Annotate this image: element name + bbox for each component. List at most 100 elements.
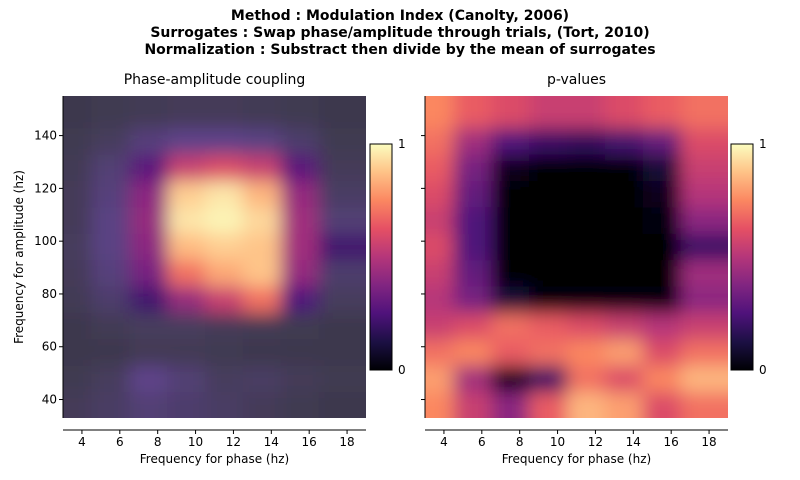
heatmap-cell <box>205 338 244 366</box>
heatmap-cell <box>642 127 682 155</box>
heatmap-cell <box>491 180 530 208</box>
heatmap-cell <box>453 365 492 393</box>
heatmap-cell <box>680 233 728 261</box>
heatmap-cell <box>680 127 728 155</box>
heatmap-cell <box>680 338 728 366</box>
figure-title-line-3: Normalization : Substract then divide by… <box>144 42 656 58</box>
heatmap-cell <box>280 96 320 129</box>
heatmap-cell <box>425 96 454 129</box>
x-tick-label: 14 <box>264 435 279 449</box>
heatmap-cells <box>63 96 366 418</box>
heatmap-cell <box>642 338 682 366</box>
heatmap-cell <box>567 312 606 340</box>
heatmap-cell <box>425 127 454 155</box>
heatmap-cell <box>642 312 682 340</box>
heatmap-cell <box>205 96 244 129</box>
heatmap-cell <box>242 206 282 234</box>
heatmap-cell <box>529 312 568 340</box>
heatmap-cell <box>280 180 320 208</box>
heatmap-cell <box>529 127 568 155</box>
heatmap-cell <box>63 365 93 393</box>
heatmap-cell <box>242 312 282 340</box>
heatmap-cell <box>453 312 492 340</box>
heatmap-cell <box>604 365 644 393</box>
heatmap-cell <box>425 233 454 261</box>
heatmap-cell <box>129 338 168 366</box>
heatmap-cell <box>205 154 244 181</box>
x-axis-label: Frequency for phase (hz) <box>502 452 651 466</box>
heatmap-cell <box>425 312 454 340</box>
x-tick-label: 8 <box>154 435 162 449</box>
x-axis-label: Frequency for phase (hz) <box>140 452 289 466</box>
heatmap-cell <box>491 259 530 287</box>
heatmap-cell <box>567 127 606 155</box>
panel-title: Phase-amplitude coupling <box>124 72 306 88</box>
heatmap-cell <box>167 127 206 155</box>
heatmap-cell <box>604 180 644 208</box>
heatmap-cell <box>491 206 530 234</box>
heatmap-cell <box>318 206 366 234</box>
heatmap-cell <box>242 154 282 181</box>
x-tick-label: 16 <box>664 435 679 449</box>
heatmap-cell <box>280 365 320 393</box>
y-tick-label: 120 <box>34 181 57 195</box>
x-tick-label: 12 <box>588 435 603 449</box>
heatmap-cell <box>680 259 728 287</box>
heatmap-cell <box>318 286 366 313</box>
heatmap-cell <box>567 206 606 234</box>
heatmap-cell <box>167 154 206 181</box>
heatmap-cell <box>642 365 682 393</box>
heatmap-cell <box>318 338 366 366</box>
heatmap-cell <box>680 206 728 234</box>
heatmap-cell <box>604 286 644 313</box>
heatmap-cell <box>604 338 644 366</box>
heatmap-cell <box>567 391 606 418</box>
panel-title: p-values <box>547 72 606 88</box>
heatmap-cell <box>280 286 320 313</box>
heatmap-cell <box>453 259 492 287</box>
heatmap-cell <box>205 206 244 234</box>
heatmap-cell <box>529 365 568 393</box>
heatmap-cell <box>567 154 606 181</box>
heatmap-cell <box>205 365 244 393</box>
heatmap-cell <box>129 206 168 234</box>
x-tick-label: 14 <box>626 435 641 449</box>
heatmap-cell <box>91 312 130 340</box>
heatmap-cell <box>167 96 206 129</box>
heatmap-cell <box>453 338 492 366</box>
colorbar <box>730 143 754 371</box>
heatmap-cell <box>91 259 130 287</box>
heatmap-cell <box>453 391 492 418</box>
heatmap-cell <box>91 206 130 234</box>
heatmap-cell <box>242 286 282 313</box>
heatmap-cell <box>680 154 728 181</box>
heatmap-cell <box>205 286 244 313</box>
heatmap-cell <box>280 206 320 234</box>
heatmap-cell <box>129 233 168 261</box>
heatmap-cell <box>529 206 568 234</box>
heatmap-cell <box>63 259 93 287</box>
heatmap-cell <box>604 391 644 418</box>
heatmap-cell <box>425 206 454 234</box>
heatmap-cell <box>453 180 492 208</box>
heatmap-cell <box>604 154 644 181</box>
x-tick-label: 10 <box>550 435 565 449</box>
heatmap-cell <box>167 180 206 208</box>
colorbar-min-label: 0 <box>759 363 767 377</box>
heatmap-cell <box>91 286 130 313</box>
y-tick-label: 80 <box>42 287 57 301</box>
heatmap-cell <box>167 206 206 234</box>
heatmap-cell <box>425 286 454 313</box>
y-axis-label: Frequency for amplitude (hz) <box>12 170 26 344</box>
heatmap-cell <box>680 365 728 393</box>
heatmap-cell <box>167 286 206 313</box>
heatmap-cell <box>63 154 93 181</box>
heatmap-cell <box>567 286 606 313</box>
heatmap-cell <box>242 127 282 155</box>
figure-title-line-1: Method : Modulation Index (Canolty, 2006… <box>230 8 570 24</box>
heatmap-cell <box>567 365 606 393</box>
x-tick-label: 4 <box>78 435 86 449</box>
heatmap-cell <box>604 96 644 129</box>
heatmap-cell <box>318 233 366 261</box>
